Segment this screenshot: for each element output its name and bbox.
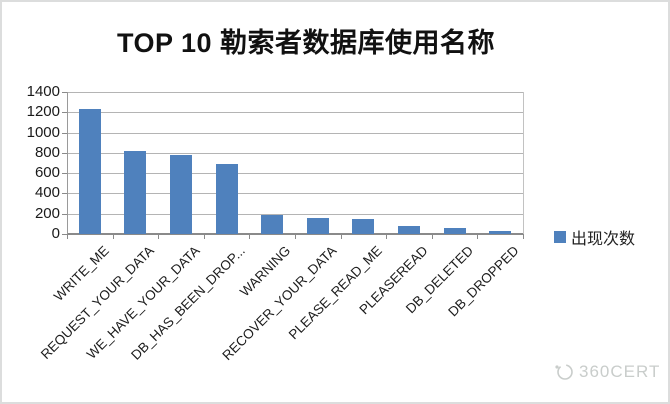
gridline: [67, 213, 523, 215]
legend-series-label: 出现次数: [571, 231, 636, 248]
gridline: [67, 152, 523, 154]
bar: [352, 218, 375, 234]
chart-title: TOP 10 勒索者数据库使用名称: [116, 28, 496, 58]
watermark-label: 360CERT: [579, 362, 661, 381]
bar: [261, 215, 284, 234]
bar: [306, 218, 329, 234]
bar: [215, 164, 238, 234]
y-axis-tick: [62, 193, 67, 195]
gridline: [67, 173, 523, 175]
gridline: [67, 112, 523, 114]
y-axis-tick: [62, 152, 67, 154]
plot-right-border: [523, 92, 524, 234]
x-axis-tick: [67, 234, 68, 239]
y-axis-label: 1400: [26, 83, 60, 100]
gridline: [67, 193, 523, 195]
bar: [443, 228, 466, 234]
bar: [170, 154, 192, 234]
y-axis-label: 600: [34, 164, 60, 182]
x-axis-tick: [477, 234, 479, 239]
watermark: 360CERT: [553, 362, 660, 382]
y-axis-tick: [62, 92, 67, 93]
y-axis-line: [67, 92, 68, 234]
x-axis-tick: [158, 234, 160, 239]
legend-swatch-icon: [554, 231, 566, 243]
y-axis-label: 800: [34, 143, 60, 161]
y-axis-label: 200: [34, 204, 60, 222]
y-axis-tick: [62, 112, 67, 114]
y-axis-tick: [62, 234, 67, 235]
y-axis-label: 1000: [26, 123, 60, 141]
x-axis-tick: [340, 234, 342, 239]
gridline: [67, 132, 523, 134]
legend: 出现次数: [554, 225, 635, 249]
x-axis-tick: [431, 234, 433, 239]
x-axis-tick: [386, 234, 388, 239]
bar: [78, 109, 101, 234]
x-axis-tick: [523, 234, 524, 239]
y-axis-tick: [62, 173, 67, 175]
bar: [398, 226, 420, 234]
gridline: [67, 92, 523, 93]
360cert-logo-icon: [555, 364, 573, 380]
y-axis-label: 1200: [26, 103, 60, 121]
y-axis-label: 0: [51, 225, 60, 242]
x-axis-tick: [203, 234, 205, 239]
bar: [124, 150, 147, 234]
bar: [489, 230, 512, 234]
y-axis-tick: [62, 132, 67, 134]
y-axis-tick: [62, 213, 67, 215]
y-axis-label: 400: [34, 184, 60, 202]
x-axis-tick: [249, 234, 251, 239]
x-axis-tick: [295, 234, 296, 239]
x-axis-tick: [112, 234, 114, 239]
